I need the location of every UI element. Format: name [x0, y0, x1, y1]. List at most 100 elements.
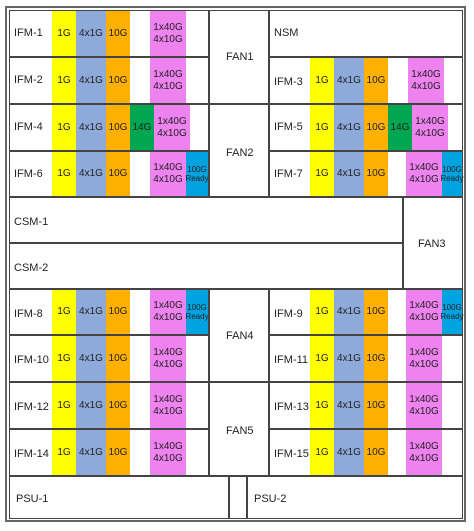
port-10g: 10G	[106, 11, 130, 56]
port-10g: 10G	[106, 336, 130, 381]
port-100g-line2: Ready	[185, 312, 209, 321]
port-100g: 100G Ready	[185, 152, 209, 196]
port-4x1g: 4x1G	[334, 336, 364, 381]
port-40g-line2: 4x10G	[153, 80, 183, 92]
module-label: IFM-15	[274, 448, 309, 460]
fan-label: FAN4	[226, 330, 254, 342]
port-40g-line2: 4x10G	[415, 127, 445, 139]
module-ifm-2[interactable]: IFM-2 1G 4x1G 10G 1x40G 4x10G	[9, 57, 209, 104]
module-label: IFM-3	[274, 76, 303, 88]
port-40g-line2: 4x10G	[409, 312, 439, 323]
module-ifm-3[interactable]: IFM-3 1G 4x1G 10G 1x40G 4x10G	[269, 57, 463, 104]
port-4x1g: 4x1G	[76, 11, 106, 56]
port-4x1g: 4x1G	[76, 383, 106, 428]
fan-label: FAN2	[226, 147, 254, 159]
port-40g-line1: 1x40G	[153, 68, 183, 80]
port-4x1g: 4x1G	[334, 58, 364, 103]
module-label: IFM-8	[14, 308, 43, 320]
module-ifm-4[interactable]: IFM-4 1G 4x1G 10G 14G 1x40G 4x10G	[9, 104, 209, 151]
port-1g: 1G	[310, 105, 334, 150]
port-40g-line2: 4x10G	[153, 358, 183, 370]
port-1g: 1G	[52, 336, 76, 381]
module-label: IFM-13	[274, 401, 309, 413]
port-40g: 1x40G 4x10G	[406, 430, 442, 475]
module-ifm-1[interactable]: IFM-1 1G 4x1G 10G 1x40G 4x10G	[9, 10, 209, 57]
port-40g-line2: 4x10G	[409, 405, 439, 417]
port-40g: 1x40G 4x10G	[408, 58, 444, 103]
port-40g-line2: 4x10G	[409, 358, 439, 370]
port-40g-line1: 1x40G	[415, 115, 445, 127]
port-100g-line2: Ready	[440, 312, 464, 321]
module-ifm-7[interactable]: IFM-7 1G 4x1G 10G 1x40G 4x10G 100G Ready	[269, 151, 464, 197]
port-40g-line1: 1x40G	[409, 300, 439, 311]
port-40g: 1x40G 4x10G	[150, 290, 186, 334]
port-14g: 14G	[388, 105, 412, 150]
module-psu-2[interactable]: PSU-2	[247, 476, 463, 519]
port-40g: 1x40G 4x10G	[406, 383, 442, 428]
module-label: PSU-2	[254, 493, 287, 505]
module-ifm-15[interactable]: IFM-15 1G 4x1G 10G 1x40G 4x10G	[269, 429, 463, 476]
module-ifm-10[interactable]: IFM-10 1G 4x1G 10G 1x40G 4x10G	[9, 335, 209, 382]
module-label: IFM-5	[274, 121, 303, 133]
module-ifm-6[interactable]: IFM-6 1G 4x1G 10G 1x40G 4x10G 100G Ready	[9, 151, 209, 197]
port-10g: 10G	[106, 430, 130, 475]
port-40g-line1: 1x40G	[409, 393, 439, 405]
port-100g: 100G Ready	[440, 152, 464, 196]
port-40g-line1: 1x40G	[153, 346, 183, 358]
port-40g: 1x40G 4x10G	[150, 152, 186, 196]
port-4x1g: 4x1G	[76, 58, 106, 103]
port-14g: 14G	[130, 105, 154, 150]
module-ifm-5[interactable]: IFM-5 1G 4x1G 10G 14G 1x40G 4x10G	[269, 104, 463, 151]
port-40g: 1x40G 4x10G	[150, 383, 186, 428]
port-40g-line2: 4x10G	[157, 127, 187, 139]
port-4x1g: 4x1G	[76, 290, 106, 334]
port-10g: 10G	[364, 58, 388, 103]
module-label: IFM-7	[274, 168, 303, 180]
port-40g-line1: 1x40G	[409, 346, 439, 358]
port-10g: 10G	[106, 383, 130, 428]
port-100g-line2: Ready	[440, 174, 464, 183]
port-1g: 1G	[310, 58, 334, 103]
port-4x1g: 4x1G	[334, 383, 364, 428]
module-label: CSM-2	[14, 262, 49, 274]
port-40g-line1: 1x40G	[153, 393, 183, 405]
module-ifm-13[interactable]: IFM-13 1G 4x1G 10G 1x40G 4x10G	[269, 382, 463, 429]
port-4x1g: 4x1G	[76, 152, 106, 196]
module-nsm[interactable]: NSM	[269, 10, 463, 57]
port-40g-line1: 1x40G	[153, 440, 183, 452]
module-csm-2[interactable]: CSM-2	[9, 243, 403, 289]
module-psu-1[interactable]: PSU-1	[9, 476, 229, 519]
port-100g-line2: Ready	[185, 174, 209, 183]
port-1g: 1G	[52, 430, 76, 475]
port-10g: 10G	[106, 152, 130, 196]
module-ifm-8[interactable]: IFM-8 1G 4x1G 10G 1x40G 4x10G 100G Ready	[9, 289, 209, 335]
module-label: IFM-10	[14, 354, 49, 366]
port-10g: 10G	[364, 152, 388, 196]
port-4x1g: 4x1G	[334, 430, 364, 475]
port-40g: 1x40G 4x10G	[406, 152, 442, 196]
module-label: IFM-6	[14, 168, 43, 180]
module-ifm-12[interactable]: IFM-12 1G 4x1G 10G 1x40G 4x10G	[9, 382, 209, 429]
module-label: PSU-1	[16, 493, 49, 505]
fan-5: FAN5	[209, 382, 269, 476]
port-40g: 1x40G 4x10G	[406, 336, 442, 381]
port-40g-line1: 1x40G	[409, 440, 439, 452]
fan-2: FAN2	[209, 104, 269, 197]
module-ifm-11[interactable]: IFM-11 1G 4x1G 10G 1x40G 4x10G	[269, 335, 463, 382]
module-label: IFM-12	[14, 401, 49, 413]
port-40g-line2: 4x10G	[153, 174, 183, 185]
module-ifm-14[interactable]: IFM-14 1G 4x1G 10G 1x40G 4x10G	[9, 429, 209, 476]
chassis-frame	[5, 6, 466, 522]
port-40g-line1: 1x40G	[409, 162, 439, 173]
module-ifm-9[interactable]: IFM-9 1G 4x1G 10G 1x40G 4x10G 100G Ready	[269, 289, 464, 335]
port-100g-line1: 100G	[187, 303, 207, 312]
port-40g-line1: 1x40G	[411, 68, 441, 80]
module-label: IFM-2	[14, 74, 43, 86]
port-1g: 1G	[52, 105, 76, 150]
port-40g-line2: 4x10G	[411, 80, 441, 92]
port-10g: 10G	[106, 58, 130, 103]
module-label: IFM-11	[274, 354, 309, 366]
module-csm-1[interactable]: CSM-1	[9, 197, 403, 243]
port-10g: 10G	[106, 290, 130, 334]
port-40g: 1x40G 4x10G	[150, 11, 186, 56]
